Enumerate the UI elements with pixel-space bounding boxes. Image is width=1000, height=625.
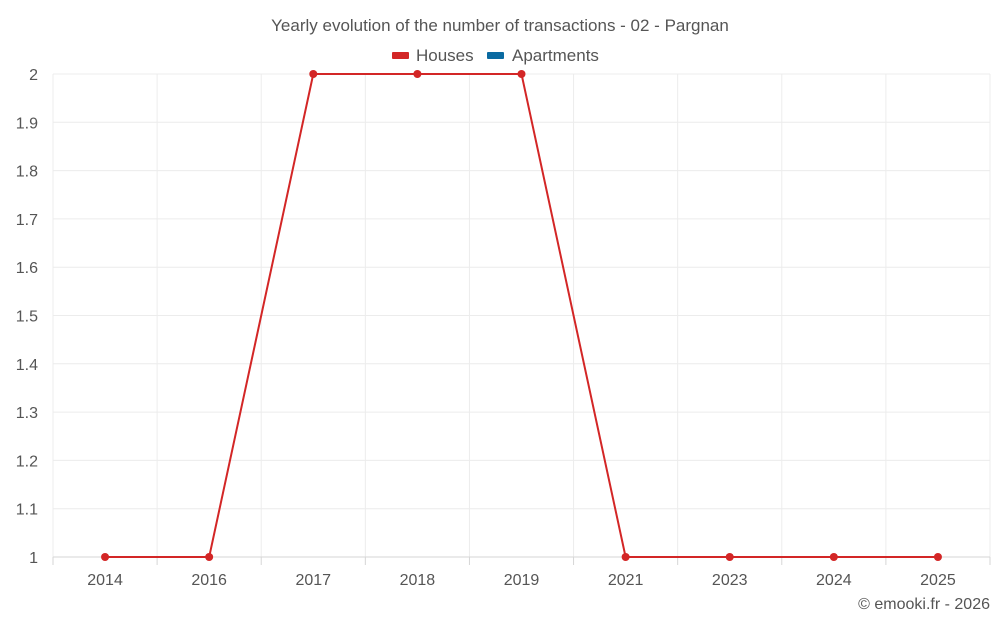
legend-swatch-apartments [487, 52, 504, 59]
legend-swatch-houses [392, 52, 409, 59]
y-tick-label: 1.4 [16, 357, 38, 374]
legend: Houses Apartments [392, 46, 599, 65]
x-tick-label: 2017 [295, 572, 331, 589]
chart-title: Yearly evolution of the number of transa… [271, 16, 729, 35]
y-tick-label: 2 [29, 67, 38, 84]
series [101, 70, 942, 561]
x-tick-label: 2016 [191, 572, 227, 589]
y-tick-label: 1.8 [16, 164, 38, 181]
legend-item-houses[interactable]: Houses [392, 46, 474, 65]
x-tick-label: 2023 [712, 572, 748, 589]
credit-text: © emooki.fr - 2026 [858, 596, 990, 613]
y-axis: 2 1.9 1.8 1.7 1.6 1.5 1.4 1.3 1.2 1.1 1 [16, 67, 38, 567]
data-point-houses[interactable] [725, 553, 734, 561]
y-tick-label: 1.6 [16, 260, 38, 277]
data-point-houses[interactable] [933, 553, 942, 561]
data-point-houses[interactable] [517, 70, 526, 78]
y-tick-label: 1.5 [16, 309, 38, 326]
legend-label-apartments: Apartments [512, 46, 599, 65]
x-tick-label: 2018 [400, 572, 436, 589]
data-point-houses[interactable] [413, 70, 422, 78]
y-tick-label: 1.9 [16, 115, 38, 132]
x-tick-label: 2021 [608, 572, 644, 589]
y-tick-label: 1.2 [16, 453, 38, 470]
data-point-houses[interactable] [829, 553, 838, 561]
x-axis: 2014 2016 2017 2018 2019 2021 2023 2024 2025 [52, 556, 991, 589]
y-tick-label: 1.1 [16, 502, 38, 519]
data-point-houses[interactable] [309, 70, 318, 78]
x-tick-label: 2025 [920, 572, 956, 589]
x-tick-label: 2014 [87, 572, 123, 589]
legend-item-apartments[interactable]: Apartments [487, 46, 599, 65]
data-point-houses[interactable] [101, 553, 110, 561]
y-tick-label: 1.7 [16, 212, 38, 229]
data-point-houses[interactable] [621, 553, 630, 561]
grid [52, 73, 991, 557]
x-tick-label: 2019 [504, 572, 540, 589]
y-tick-label: 1.3 [16, 405, 38, 422]
data-point-houses[interactable] [205, 553, 214, 561]
x-tick-label: 2024 [816, 572, 852, 589]
y-tick-label: 1 [29, 550, 38, 567]
legend-label-houses: Houses [416, 46, 474, 65]
